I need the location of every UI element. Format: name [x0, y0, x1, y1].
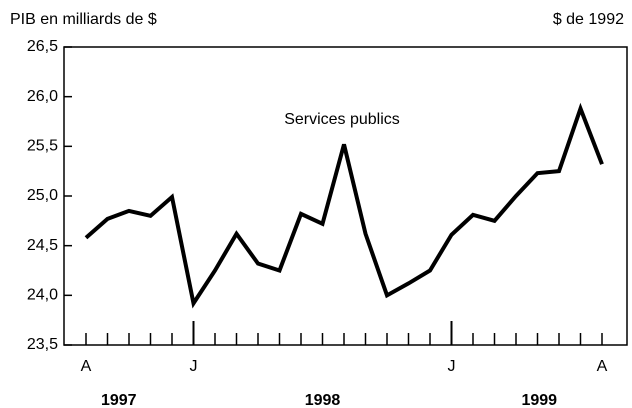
x-tick-label: J — [190, 358, 198, 375]
y-tick-label: 23,5 — [27, 336, 58, 353]
data-line — [84, 102, 604, 309]
y-tick-label: 24,5 — [27, 237, 58, 254]
annotation: Services publics — [284, 111, 400, 128]
x-tick-label: A — [597, 358, 608, 375]
x-tick-label: A — [81, 358, 92, 375]
year-label: 1997 — [101, 392, 137, 408]
x-tick-label: J — [448, 358, 456, 375]
plot-frame — [63, 46, 628, 346]
y-tick-label: 26,5 — [27, 38, 58, 55]
chart-title: PIB en milliards de $ — [10, 11, 157, 28]
year-label: 1999 — [521, 392, 557, 408]
chart-subtitle: $ de 1992 — [553, 11, 624, 28]
y-tick-label: 25,0 — [27, 187, 58, 204]
y-tick-label: 24,0 — [27, 287, 58, 304]
y-tick-label: 25,5 — [27, 138, 58, 155]
y-tick-label: 26,0 — [27, 88, 58, 105]
year-label: 1998 — [305, 392, 341, 408]
